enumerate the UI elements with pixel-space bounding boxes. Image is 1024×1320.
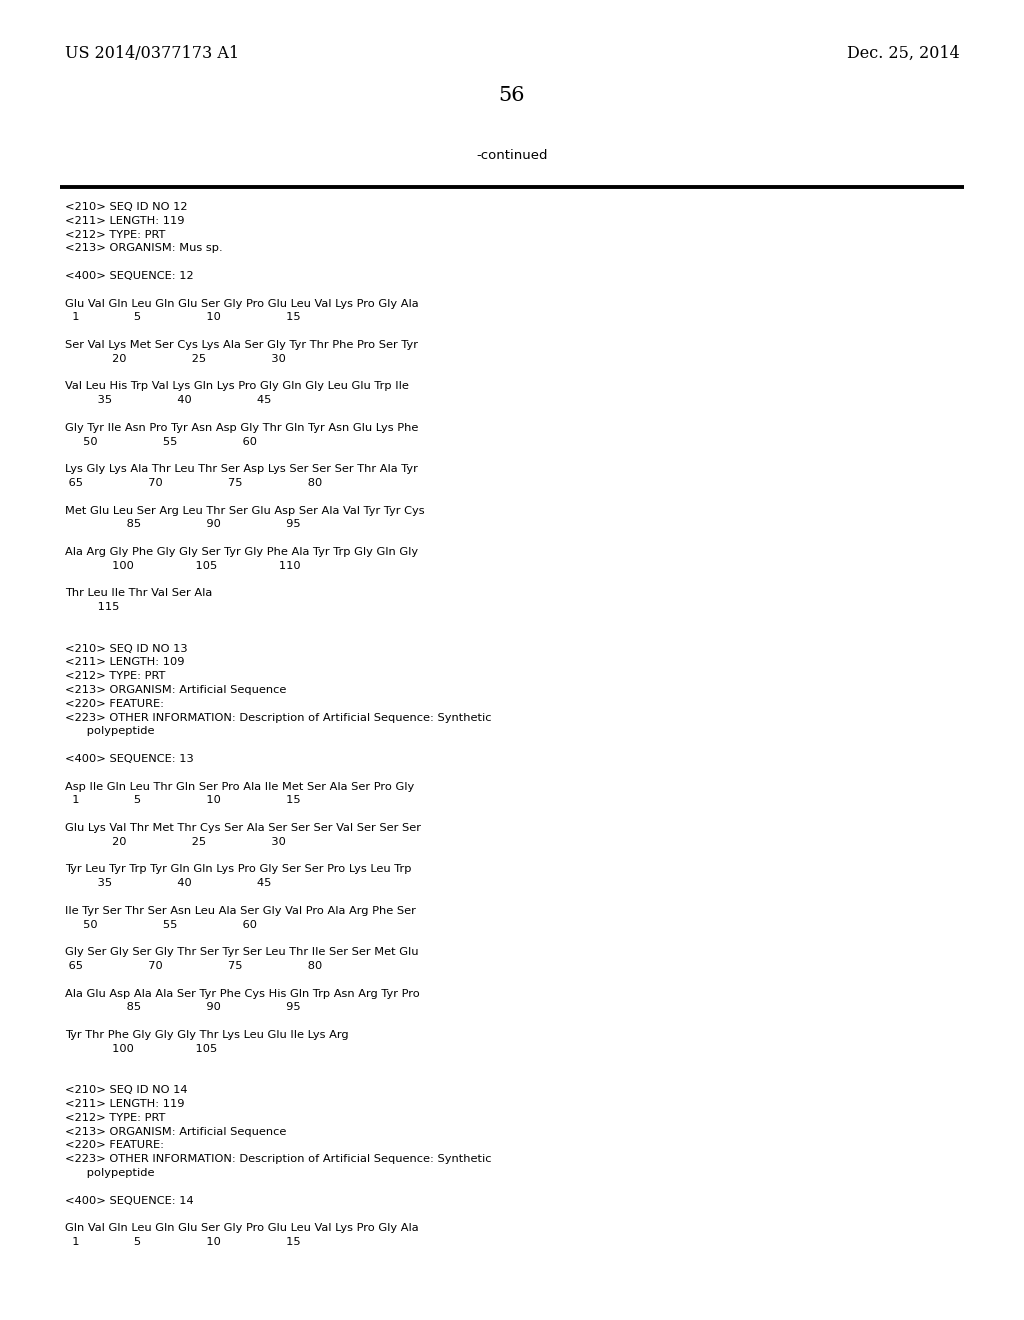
Text: 115: 115: [65, 602, 120, 612]
Text: Gln Val Gln Leu Gln Glu Ser Gly Pro Glu Leu Val Lys Pro Gly Ala: Gln Val Gln Leu Gln Glu Ser Gly Pro Glu …: [65, 1224, 419, 1233]
Text: 50                  55                  60: 50 55 60: [65, 920, 257, 929]
Text: 56: 56: [499, 86, 525, 106]
Text: 100                 105: 100 105: [65, 1044, 217, 1053]
Text: 50                  55                  60: 50 55 60: [65, 437, 257, 446]
Text: 1               5                  10                  15: 1 5 10 15: [65, 1237, 301, 1247]
Text: Glu Val Gln Leu Gln Glu Ser Gly Pro Glu Leu Val Lys Pro Gly Ala: Glu Val Gln Leu Gln Glu Ser Gly Pro Glu …: [65, 298, 419, 309]
Text: Val Leu His Trp Val Lys Gln Lys Pro Gly Gln Gly Leu Glu Trp Ile: Val Leu His Trp Val Lys Gln Lys Pro Gly …: [65, 381, 409, 392]
Text: <213> ORGANISM: Mus sp.: <213> ORGANISM: Mus sp.: [65, 243, 222, 253]
Text: <400> SEQUENCE: 13: <400> SEQUENCE: 13: [65, 754, 194, 764]
Text: 35                  40                  45: 35 40 45: [65, 395, 271, 405]
Text: 20                  25                  30: 20 25 30: [65, 354, 286, 364]
Text: polypeptide: polypeptide: [65, 726, 155, 737]
Text: 1               5                  10                  15: 1 5 10 15: [65, 796, 301, 805]
Text: <211> LENGTH: 119: <211> LENGTH: 119: [65, 215, 184, 226]
Text: <210> SEQ ID NO 13: <210> SEQ ID NO 13: [65, 644, 187, 653]
Text: 65                  70                  75                  80: 65 70 75 80: [65, 961, 323, 972]
Text: <213> ORGANISM: Artificial Sequence: <213> ORGANISM: Artificial Sequence: [65, 1126, 287, 1137]
Text: <210> SEQ ID NO 14: <210> SEQ ID NO 14: [65, 1085, 187, 1096]
Text: Tyr Leu Tyr Trp Tyr Gln Gln Lys Pro Gly Ser Ser Pro Lys Leu Trp: Tyr Leu Tyr Trp Tyr Gln Gln Lys Pro Gly …: [65, 865, 412, 874]
Text: Ala Arg Gly Phe Gly Gly Ser Tyr Gly Phe Ala Tyr Trp Gly Gln Gly: Ala Arg Gly Phe Gly Gly Ser Tyr Gly Phe …: [65, 546, 418, 557]
Text: <211> LENGTH: 119: <211> LENGTH: 119: [65, 1100, 184, 1109]
Text: 1               5                  10                  15: 1 5 10 15: [65, 313, 301, 322]
Text: Tyr Thr Phe Gly Gly Gly Thr Lys Leu Glu Ile Lys Arg: Tyr Thr Phe Gly Gly Gly Thr Lys Leu Glu …: [65, 1030, 348, 1040]
Text: <212> TYPE: PRT: <212> TYPE: PRT: [65, 671, 165, 681]
Text: 65                  70                  75                  80: 65 70 75 80: [65, 478, 323, 488]
Text: Glu Lys Val Thr Met Thr Cys Ser Ala Ser Ser Ser Val Ser Ser Ser: Glu Lys Val Thr Met Thr Cys Ser Ala Ser …: [65, 822, 421, 833]
Text: 35                  40                  45: 35 40 45: [65, 878, 271, 888]
Text: 85                  90                  95: 85 90 95: [65, 1002, 301, 1012]
Text: Gly Ser Gly Ser Gly Thr Ser Tyr Ser Leu Thr Ile Ser Ser Met Glu: Gly Ser Gly Ser Gly Thr Ser Tyr Ser Leu …: [65, 948, 419, 957]
Text: <223> OTHER INFORMATION: Description of Artificial Sequence: Synthetic: <223> OTHER INFORMATION: Description of …: [65, 713, 492, 722]
Text: Ser Val Lys Met Ser Cys Lys Ala Ser Gly Tyr Thr Phe Pro Ser Tyr: Ser Val Lys Met Ser Cys Lys Ala Ser Gly …: [65, 341, 418, 350]
Text: US 2014/0377173 A1: US 2014/0377173 A1: [65, 45, 240, 62]
Text: Met Glu Leu Ser Arg Leu Thr Ser Glu Asp Ser Ala Val Tyr Tyr Cys: Met Glu Leu Ser Arg Leu Thr Ser Glu Asp …: [65, 506, 425, 516]
Text: <211> LENGTH: 109: <211> LENGTH: 109: [65, 657, 184, 668]
Text: <220> FEATURE:: <220> FEATURE:: [65, 1140, 164, 1151]
Text: polypeptide: polypeptide: [65, 1168, 155, 1177]
Text: Ala Glu Asp Ala Ala Ser Tyr Phe Cys His Gln Trp Asn Arg Tyr Pro: Ala Glu Asp Ala Ala Ser Tyr Phe Cys His …: [65, 989, 420, 999]
Text: <400> SEQUENCE: 14: <400> SEQUENCE: 14: [65, 1196, 194, 1205]
Text: <400> SEQUENCE: 12: <400> SEQUENCE: 12: [65, 271, 194, 281]
Text: <212> TYPE: PRT: <212> TYPE: PRT: [65, 1113, 165, 1123]
Text: <220> FEATURE:: <220> FEATURE:: [65, 698, 164, 709]
Text: Asp Ile Gln Leu Thr Gln Ser Pro Ala Ile Met Ser Ala Ser Pro Gly: Asp Ile Gln Leu Thr Gln Ser Pro Ala Ile …: [65, 781, 415, 792]
Text: <212> TYPE: PRT: <212> TYPE: PRT: [65, 230, 165, 240]
Text: -continued: -continued: [476, 149, 548, 162]
Text: <210> SEQ ID NO 12: <210> SEQ ID NO 12: [65, 202, 187, 213]
Text: Dec. 25, 2014: Dec. 25, 2014: [847, 45, 961, 62]
Text: Lys Gly Lys Ala Thr Leu Thr Ser Asp Lys Ser Ser Ser Thr Ala Tyr: Lys Gly Lys Ala Thr Leu Thr Ser Asp Lys …: [65, 465, 418, 474]
Text: Ile Tyr Ser Thr Ser Asn Leu Ala Ser Gly Val Pro Ala Arg Phe Ser: Ile Tyr Ser Thr Ser Asn Leu Ala Ser Gly …: [65, 906, 416, 916]
Text: 85                  90                  95: 85 90 95: [65, 519, 301, 529]
Text: 100                 105                 110: 100 105 110: [65, 561, 301, 570]
Text: <223> OTHER INFORMATION: Description of Artificial Sequence: Synthetic: <223> OTHER INFORMATION: Description of …: [65, 1154, 492, 1164]
Text: Thr Leu Ile Thr Val Ser Ala: Thr Leu Ile Thr Val Ser Ala: [65, 589, 212, 598]
Text: <213> ORGANISM: Artificial Sequence: <213> ORGANISM: Artificial Sequence: [65, 685, 287, 696]
Text: 20                  25                  30: 20 25 30: [65, 837, 286, 847]
Text: Gly Tyr Ile Asn Pro Tyr Asn Asp Gly Thr Gln Tyr Asn Glu Lys Phe: Gly Tyr Ile Asn Pro Tyr Asn Asp Gly Thr …: [65, 422, 419, 433]
